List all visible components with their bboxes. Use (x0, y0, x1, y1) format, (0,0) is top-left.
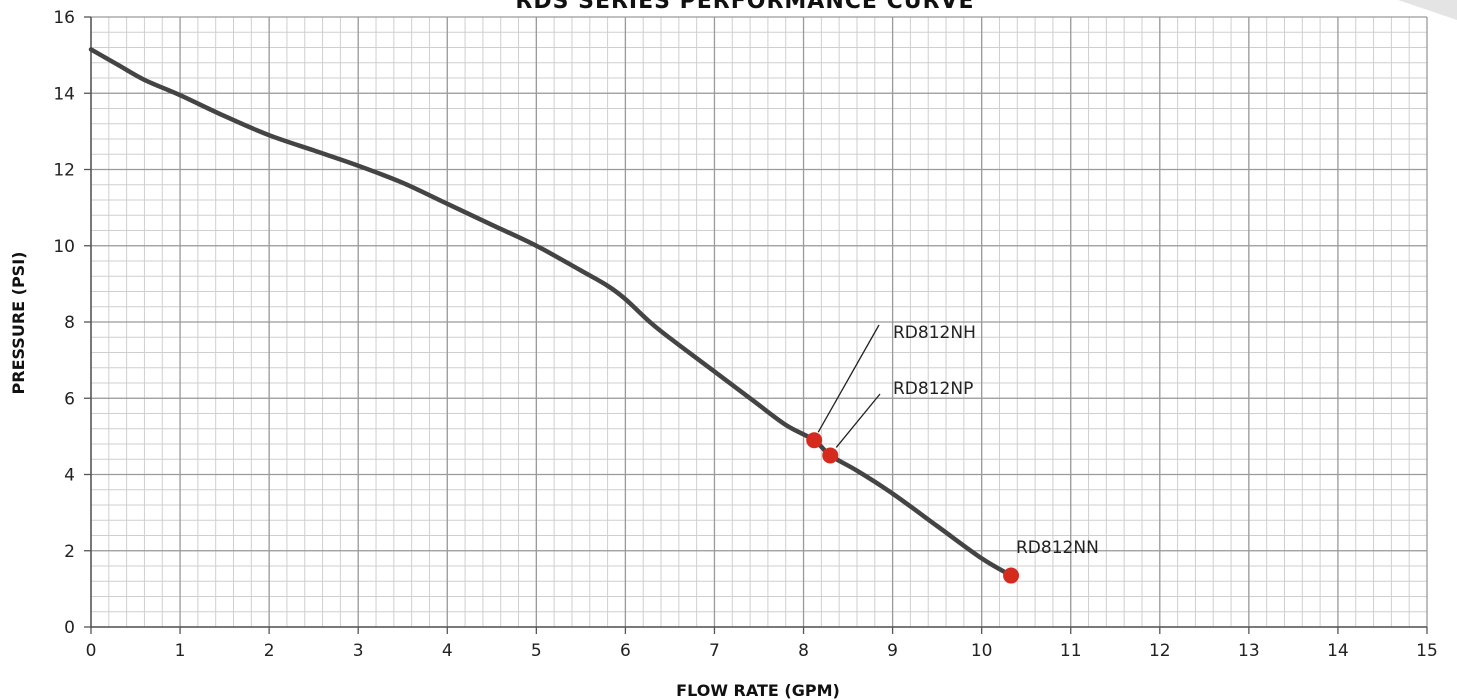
x-tick-label: 2 (264, 641, 275, 661)
y-tick-label: 12 (53, 161, 75, 181)
axes (84, 16, 1428, 634)
x-tick-label: 13 (1238, 641, 1260, 661)
series-line (88, 47, 1014, 578)
y-tick-labels: 0 2 4 6 8 10 12 14 16 (53, 8, 75, 638)
x-tick-label: 1 (175, 641, 186, 661)
points-layer: RD812NH RD812NP RD812NN (806, 323, 1099, 584)
x-tick-label: 7 (709, 641, 720, 661)
x-tick-label: 14 (1327, 641, 1349, 661)
x-tick-label: 10 (971, 641, 993, 661)
x-tick-label: 9 (887, 641, 898, 661)
x-tick-label: 15 (1416, 641, 1438, 661)
point-label: RD812NP (893, 379, 973, 399)
point-label: RD812NN (1016, 538, 1099, 558)
x-tick-label: 5 (531, 641, 542, 661)
y-tick-label: 16 (53, 8, 75, 28)
corner-fold-shape (1398, 0, 1457, 20)
data-point (1003, 567, 1020, 584)
x-tick-labels: 0 1 2 3 4 5 6 7 8 9 10 11 12 13 14 15 (86, 641, 1438, 661)
y-axis-title: PRESSURE (PSI) (9, 252, 28, 395)
y-tick-label: 2 (64, 542, 75, 562)
x-tick-label: 11 (1060, 641, 1082, 661)
leader-line (835, 393, 881, 448)
y-tick-label: 0 (64, 618, 75, 638)
x-tick-label: 8 (798, 641, 809, 661)
data-point (822, 447, 839, 464)
data-point (806, 432, 823, 449)
y-tick-label: 8 (64, 313, 75, 333)
x-tick-label: 0 (86, 641, 97, 661)
y-tick-label: 14 (53, 84, 75, 104)
y-tick-label: 10 (53, 237, 75, 257)
leader-line (817, 324, 880, 433)
series-layer (88, 47, 1014, 578)
y-tick-label: 4 (64, 466, 75, 486)
x-axis-title: FLOW RATE (GPM) (676, 681, 840, 700)
x-tick-label: 4 (442, 641, 453, 661)
x-tick-label: 12 (1149, 641, 1171, 661)
x-tick-label: 6 (620, 641, 631, 661)
y-tick-label: 6 (64, 389, 75, 409)
x-tick-label: 3 (353, 641, 364, 661)
chart-title: RDS SERIES PERFORMANCE CURVE (515, 0, 974, 14)
point-label: RD812NH (893, 323, 976, 343)
